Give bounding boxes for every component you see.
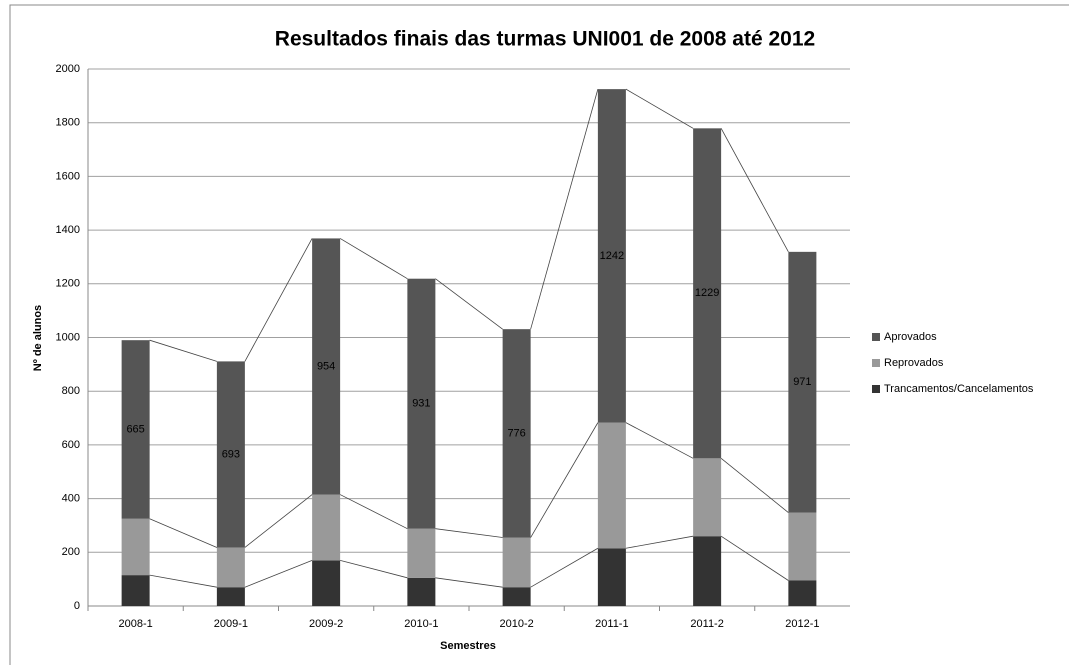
bar-segment [597,89,626,423]
bar-segment [216,547,245,588]
stack-connector [530,89,599,330]
stack-connector [339,494,408,530]
bar-segment [312,560,341,606]
stack-connector [625,535,694,549]
bar-segment [597,422,626,549]
bar-segment [693,128,722,459]
y-tick-label: 1000 [56,331,80,343]
x-tick-label: 2011-2 [690,618,723,630]
stack-connector [625,422,694,459]
stack-connector [625,88,694,129]
bar-segment [502,587,531,606]
legend-swatch [872,359,880,367]
x-tick-label: 2009-1 [214,618,248,630]
bar-segment [788,251,817,513]
bar-segment [407,577,436,606]
stack-connector [149,339,217,362]
bar-segment [121,340,150,519]
legend-label: Aprovados [884,331,937,343]
y-tick-label: 2000 [56,63,80,75]
bar-segment [407,528,436,578]
stack-connector [339,238,408,280]
bar-segment [216,587,245,606]
x-tick-label: 2009-2 [309,618,343,630]
y-tick-label: 400 [62,493,80,505]
legend-swatch [872,385,880,393]
y-tick-label: 1400 [56,224,80,236]
stack-connector [435,577,503,588]
stack-connector [244,559,313,588]
bar-segment [312,238,341,495]
x-tick-label: 2008-1 [118,618,152,630]
bar-segment [788,512,817,581]
y-axis-label: Nº de alunos [32,305,44,371]
stack-connector [244,494,313,548]
x-tick-label: 2010-1 [404,618,438,630]
stack-connector [720,535,789,581]
legend-swatch [872,333,880,341]
bar-segment [693,458,722,537]
x-axis-label: Semestres [440,640,496,652]
data-label: 931 [412,398,430,410]
stack-connector [149,518,218,548]
y-tick-label: 1600 [56,170,80,182]
stack-connector [530,547,599,588]
bar-segment [121,575,150,606]
legend-label: Reprovados [884,357,944,369]
chart-title: Resultados finais das turmas UNI001 de 2… [275,28,815,51]
stack-connector [435,278,503,330]
stack-connector [435,528,503,538]
bar-segment [597,548,626,606]
bar-segment [216,361,245,548]
x-tick-label: 2012-1 [785,618,819,630]
bar-segment [312,494,341,561]
y-tick-label: 600 [62,439,80,451]
data-label: 1229 [695,287,719,299]
stack-connector [720,458,789,513]
y-tick-label: 0 [74,600,80,612]
x-tick-label: 2010-2 [499,618,533,630]
x-tick-label: 2011-1 [595,618,628,630]
bar-segment [788,580,817,606]
data-label: 665 [126,423,144,435]
bar-segment [502,537,531,588]
stack-connector [530,422,599,538]
data-label: 954 [317,360,335,372]
data-label: 776 [507,427,525,439]
stack-connector [149,574,217,588]
bar-segment [407,278,436,529]
data-label: 1242 [600,250,624,262]
bar-segment [693,536,722,606]
y-tick-label: 200 [62,546,80,558]
data-label: 693 [222,448,240,460]
bar-segment [121,518,150,576]
frame [9,4,1069,665]
stack-connector [720,128,789,253]
y-tick-label: 1200 [56,278,80,290]
y-tick-label: 1800 [56,117,80,129]
bar-segment [502,329,531,538]
legend-label: Trancamentos/Cancelamentos [884,383,1034,395]
stack-connector [244,238,313,362]
y-tick-label: 800 [62,385,80,397]
stack-connector [340,559,408,579]
data-label: 971 [793,376,811,388]
